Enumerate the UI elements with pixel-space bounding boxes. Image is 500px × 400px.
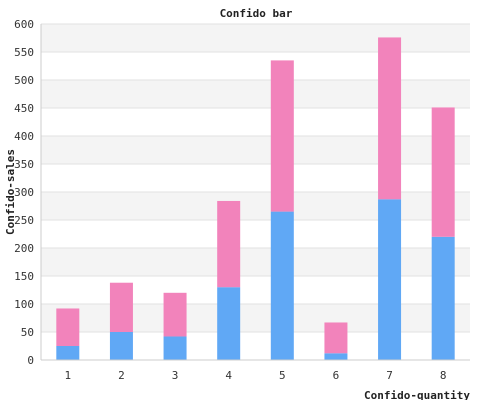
x-tick-label: 4 <box>225 369 232 382</box>
y-tick-label: 250 <box>14 214 34 227</box>
bar-segment-2 <box>56 308 80 346</box>
x-tick-label: 7 <box>386 369 393 382</box>
y-tick-label: 200 <box>14 242 34 255</box>
bar-segment-1 <box>378 199 402 360</box>
bar-segment-2 <box>324 322 348 354</box>
chart-title: Confido bar <box>220 7 293 20</box>
y-tick-label: 400 <box>14 130 34 143</box>
x-tick-label: 1 <box>65 369 72 382</box>
x-tick-label: 8 <box>440 369 447 382</box>
bar-segment-2 <box>109 282 133 332</box>
y-tick-label: 300 <box>14 186 34 199</box>
bar-segment-1 <box>109 332 133 360</box>
x-tick-labels: 1 2 3 4 5 6 7 8 <box>65 369 447 382</box>
x-tick-label: 6 <box>333 369 340 382</box>
x-tick-label: 3 <box>172 369 179 382</box>
x-tick-label: 5 <box>279 369 286 382</box>
bar-segment-1 <box>324 353 348 360</box>
plot-band <box>41 52 470 80</box>
x-axis-title: Confido-quantity <box>364 389 470 400</box>
y-tick-label: 100 <box>14 298 34 311</box>
y-tick-label: 450 <box>14 102 34 115</box>
y-tick-label: 0 <box>27 354 34 367</box>
y-tick-label: 50 <box>21 326 34 339</box>
y-axis-title: Confido-sales <box>4 149 17 235</box>
plot-band <box>41 136 470 164</box>
bar-segment-2 <box>431 107 455 237</box>
bar-segment-2 <box>163 292 187 337</box>
plot-band <box>41 164 470 192</box>
plot-band <box>41 80 470 108</box>
axes <box>40 24 470 361</box>
y-tick-label: 150 <box>14 270 34 283</box>
bar-segment-1 <box>270 211 294 360</box>
plot-band <box>41 276 470 304</box>
plot-band <box>41 220 470 248</box>
bar-segment-2 <box>217 200 241 288</box>
y-tick-label: 550 <box>14 46 34 59</box>
y-tick-label: 350 <box>14 158 34 171</box>
bar-segment-1 <box>217 287 241 360</box>
bar-segment-1 <box>163 336 187 360</box>
bar-segment-2 <box>378 37 402 200</box>
plot-band <box>41 332 470 360</box>
bar-segment-1 <box>56 346 80 360</box>
bar-segment-1 <box>431 236 455 360</box>
y-tick-label: 500 <box>14 74 34 87</box>
bar-segment-2 <box>270 60 294 212</box>
y-tick-label: 600 <box>14 18 34 31</box>
plot-band <box>41 192 470 220</box>
plot-band <box>41 248 470 276</box>
plot-band <box>41 24 470 52</box>
plot-band <box>41 108 470 136</box>
plot-band <box>41 304 470 332</box>
bars <box>56 37 455 360</box>
y-tick-labels: 0 50 100 150 200 250 300 350 400 450 500 550 600 <box>14 18 34 367</box>
x-tick-label: 2 <box>118 369 125 382</box>
